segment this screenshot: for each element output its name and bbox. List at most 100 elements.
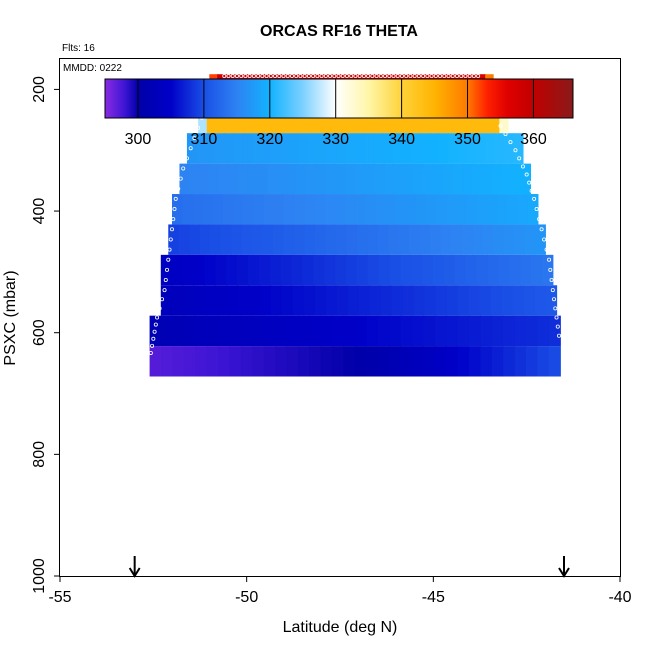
track-point [555, 324, 560, 329]
heatmap-cell [222, 194, 234, 225]
heatmap-cell [205, 133, 216, 164]
heatmap-cell [252, 133, 263, 164]
heatmap-cell [420, 133, 431, 164]
track-point [306, 74, 311, 79]
heatmap-cell [252, 224, 264, 255]
track-point [467, 74, 472, 79]
y-tick-label: 600 [31, 319, 48, 346]
heatmap-cell [335, 224, 347, 255]
heatmap-cell [273, 194, 285, 225]
heatmap-cell [429, 133, 440, 164]
heatmap-cell [168, 224, 180, 255]
heatmap-cell [398, 224, 410, 255]
heatmap-cell [411, 346, 424, 377]
track-point [226, 74, 231, 79]
heatmap-cell [457, 285, 470, 316]
heatmap-cell [526, 315, 539, 347]
track-point [294, 74, 299, 79]
heatmap-cell [442, 163, 454, 195]
heatmap-cell [400, 315, 413, 347]
track-point [311, 74, 316, 79]
heatmap-cell [369, 285, 382, 316]
heatmap-cell [456, 194, 468, 225]
track-point [264, 74, 269, 79]
heatmap-cell [366, 346, 379, 377]
heatmap-cell [545, 285, 558, 316]
heatmap-cell [345, 254, 358, 286]
heatmap-cell [336, 133, 347, 164]
heatmap-cell [513, 133, 524, 164]
heatmap-cell [320, 315, 333, 347]
track-point [550, 288, 555, 293]
heatmap-cell [392, 133, 403, 164]
heatmap-cell [356, 254, 369, 286]
heatmap-cell [320, 346, 333, 377]
heatmap-cell [480, 346, 493, 377]
heatmap-cell [334, 194, 346, 225]
heatmap-cell [259, 285, 272, 316]
track-point [315, 74, 320, 79]
heatmap-cell [471, 163, 483, 195]
heatmap-cell [354, 133, 365, 164]
track-point [328, 74, 333, 79]
track-point [256, 74, 261, 79]
track-point [459, 74, 464, 79]
heatmap-cell [332, 315, 345, 347]
colorbar-tick-label: 310 [191, 131, 218, 148]
heatmap-cell [214, 133, 225, 164]
heatmap-cell [298, 133, 309, 164]
track-point [151, 336, 156, 341]
heatmap-cell [204, 254, 216, 286]
track-point [416, 74, 421, 79]
heatmap-cell [224, 133, 235, 164]
track-point [450, 74, 455, 79]
heatmap-cell [380, 285, 393, 316]
heatmap-cell [401, 133, 412, 164]
heatmap-cell [415, 194, 427, 225]
heatmap-cell [182, 194, 193, 225]
heatmap-cell [423, 346, 436, 377]
heatmap-cell [524, 224, 536, 255]
heatmap-cell [377, 315, 390, 347]
heatmap-cell [182, 254, 195, 286]
heatmap-cell [385, 194, 397, 225]
heatmap-cell [195, 315, 208, 347]
heatmap-cell [501, 163, 512, 195]
heatmap-cell [193, 285, 206, 316]
heatmap-cell [345, 133, 356, 164]
track-point [404, 74, 409, 79]
heatmap-cell [204, 285, 217, 316]
heatmap-cell [454, 254, 467, 286]
track-point [503, 132, 508, 137]
track-point [181, 166, 186, 171]
heatmap-cell [504, 133, 515, 164]
track-point [155, 315, 160, 320]
track-point [184, 156, 189, 161]
heatmap-cell [257, 163, 268, 195]
heatmap-cell [373, 133, 384, 164]
track-point [173, 196, 178, 201]
track-point [157, 306, 162, 311]
heatmap-cell [332, 346, 345, 377]
heatmap-cell [526, 346, 539, 377]
heatmap-cell [247, 163, 259, 195]
heatmap-cell [315, 163, 327, 195]
heatmap-cell [446, 315, 459, 347]
track-point [302, 74, 307, 79]
heatmap-cell [195, 346, 208, 377]
heatmap-cell [160, 254, 173, 286]
colorbar-tick-label: 340 [388, 131, 415, 148]
heatmap-cell [324, 194, 336, 225]
heatmap-cell [527, 194, 539, 225]
heatmap-cell [304, 224, 316, 255]
heatmap-cell [218, 163, 229, 195]
y-tick-label: 200 [31, 76, 48, 103]
heatmap-cell [309, 315, 322, 347]
heatmap-cell [240, 346, 253, 377]
track-point [408, 74, 413, 79]
track-point [383, 74, 388, 79]
heatmap-cell [286, 315, 299, 347]
heatmap-cell [494, 133, 505, 164]
colorbar-tick-label: 350 [454, 131, 481, 148]
